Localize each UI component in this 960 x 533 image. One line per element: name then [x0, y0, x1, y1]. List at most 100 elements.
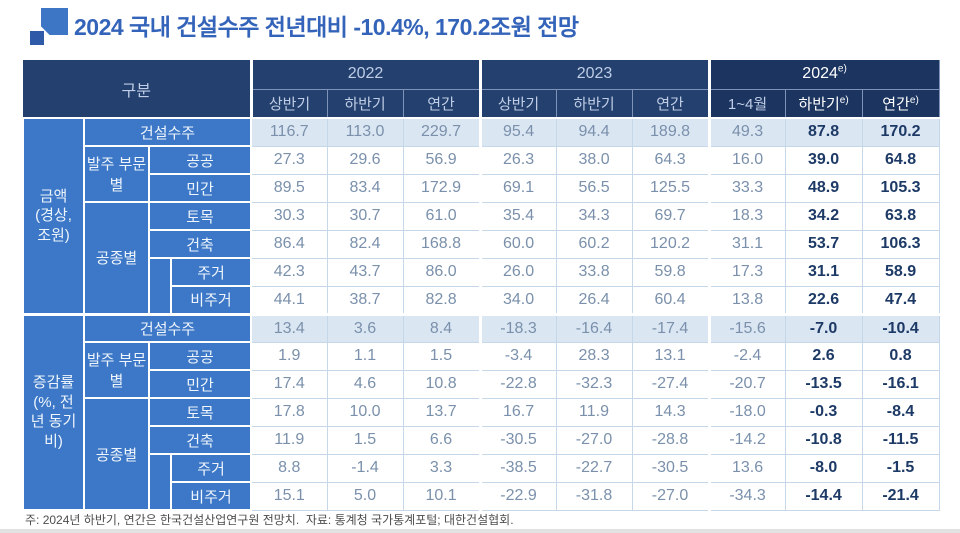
table-row: 증감률 (%, 전년 동기비) 건설수주 13.4 3.6 8.4 -18.3 -16.4-… — [22, 312, 940, 511]
value-cell: -13.5 — [784, 369, 863, 399]
value-cell: 29.6 — [326, 145, 404, 175]
value-cell: 60.0 — [478, 229, 557, 259]
col-header: 상반기 — [250, 88, 328, 119]
table-row: 주거 8.8 -1.4 3.3 -38.5 -22.7 -30.5 13.6 -8.0 -1.5 — [23, 453, 940, 511]
col-header: 하반기 — [326, 88, 404, 119]
value-cell: -27.0 — [555, 425, 633, 455]
table-row: 발주 부문별 공공 1.9 1.1 1.5 -3.4 28.3 13.1 -2.4 2.6 0.8 — [23, 341, 940, 399]
value-cell: 8.4 — [402, 312, 481, 343]
value-cell: 1.1 — [326, 341, 404, 371]
table-row: 금액 (경상, 조원) 건설수주 116.7 113.0 229.7 95.4 94.4 18… — [22, 117, 940, 315]
value-cell: 113.0 — [326, 117, 404, 147]
value-cell: -14.4 — [784, 481, 863, 511]
value-cell: -2.4 — [707, 341, 786, 371]
value-cell: -3.4 — [478, 341, 557, 371]
logo-small-shape — [30, 31, 44, 45]
value-cell: -17.4 — [631, 312, 710, 343]
value-cell: 61.0 — [402, 201, 481, 231]
value-cell: 11.9 — [250, 425, 328, 455]
subgroup-label: 발주 부문별 — [83, 145, 150, 203]
value-cell: 38.7 — [326, 285, 404, 315]
value-cell: -16.4 — [555, 312, 633, 343]
value-cell: 63.8 — [861, 201, 940, 231]
value-cell: -0.3 — [784, 397, 863, 427]
footnote: 주: 2024년 하반기, 연간은 한국건설산업연구원 전망치. 자료: 통계청… — [25, 513, 514, 527]
value-cell: -38.5 — [478, 453, 557, 483]
value-cell: 4.6 — [326, 369, 404, 399]
section-label: 금액 (경상, 조원) — [22, 117, 85, 315]
value-cell: 31.1 — [784, 257, 863, 287]
category-label: 주거 — [169, 257, 253, 287]
value-cell: 94.4 — [555, 117, 633, 147]
value-cell: -22.7 — [555, 453, 633, 483]
value-cell: 120.2 — [631, 229, 710, 259]
table-row: 공종별 토목 30.3 30.7 61.0 35.4 34.3 69.7 18.3 34.2 63.… — [23, 201, 940, 315]
value-cell: 35.4 — [478, 201, 557, 231]
year-2022-header: 2022 — [250, 60, 481, 90]
value-cell: -11.5 — [861, 425, 940, 455]
value-cell: 44.1 — [250, 285, 328, 315]
value-cell: -15.6 — [707, 312, 786, 343]
value-cell: 59.8 — [631, 257, 710, 287]
value-cell: -16.1 — [861, 369, 940, 399]
table-body: 금액 (경상, 조원) 건설수주 116.7 113.0 229.7 95.4 94.4 18… — [22, 117, 940, 511]
period-header-row: 상반기 하반기 연간 상반기 하반기 연간 1~4월 하반기e) 연간e) — [23, 88, 940, 119]
value-cell: 10.8 — [402, 369, 481, 399]
value-cell: 170.2 — [861, 117, 940, 147]
value-cell: 60.2 — [555, 229, 633, 259]
indent-spacer — [148, 453, 172, 511]
value-cell: 34.0 — [478, 285, 557, 315]
table-row: 공종별 토목 17.8 10.0 13.7 16.7 11.9 14.3 -18.0 -0.3 -8… — [23, 397, 940, 511]
value-cell: 60.4 — [631, 285, 710, 315]
year-2023-header: 2023 — [478, 60, 710, 90]
value-cell: -14.2 — [707, 425, 786, 455]
construction-orders-table: 구분 2022 2023 2024e) 상반기 하반기 연간 상반기 하반기 연… — [22, 60, 940, 511]
year-2024-header: 2024e) — [707, 60, 940, 90]
value-cell: -8.0 — [784, 453, 863, 483]
value-cell: 64.8 — [861, 145, 940, 175]
value-cell: 125.5 — [631, 173, 710, 203]
value-cell: 105.3 — [861, 173, 940, 203]
category-label: 건축 — [147, 425, 253, 455]
value-cell: 33.3 — [707, 173, 786, 203]
publisher-logo-icon — [30, 8, 68, 45]
category-label: 건설수주 — [82, 117, 253, 147]
value-cell: -21.4 — [861, 481, 940, 511]
value-cell: 3.3 — [402, 453, 481, 483]
value-cell: 5.0 — [326, 481, 404, 511]
category-label: 건축 — [147, 229, 253, 259]
category-label: 토목 — [147, 397, 253, 427]
value-cell: 1.5 — [402, 341, 481, 371]
value-cell: 28.3 — [555, 341, 633, 371]
value-cell: 33.8 — [555, 257, 633, 287]
value-cell: -1.4 — [326, 453, 404, 483]
value-cell: 172.9 — [402, 173, 481, 203]
value-cell: 34.3 — [555, 201, 633, 231]
value-cell: -22.8 — [478, 369, 557, 399]
category-label: 민간 — [147, 369, 253, 399]
value-cell: 95.4 — [478, 117, 557, 147]
value-cell: -8.4 — [861, 397, 940, 427]
table-row: 주거 42.3 43.7 86.0 26.0 33.8 59.8 17.3 31.1 58.9 — [23, 257, 940, 315]
value-cell: 26.0 — [478, 257, 557, 287]
value-cell: 1.5 — [326, 425, 404, 455]
value-cell: -27.0 — [631, 481, 710, 511]
value-cell: 49.3 — [707, 117, 786, 147]
table-row: 건축 11.9 1.5 6.6 -30.5 -27.0 -28.8 -14.2 -10.8 -11… — [23, 425, 940, 455]
value-cell: 43.7 — [326, 257, 404, 287]
value-cell: 26.3 — [478, 145, 557, 175]
value-cell: -31.8 — [555, 481, 633, 511]
value-cell: -7.0 — [784, 312, 863, 343]
value-cell: 116.7 — [250, 117, 328, 147]
value-cell: 83.4 — [326, 173, 404, 203]
subgroup-label: 발주 부문별 — [83, 341, 150, 399]
value-cell: 1.9 — [250, 341, 328, 371]
table-row: 건축 86.4 82.4 168.8 60.0 60.2 120.2 31.1 53.7 106.… — [23, 229, 940, 259]
table-row: 비주거 15.1 5.0 10.1 -22.9 -31.8 -27.0 -34.3 -14.4-… — [23, 481, 940, 511]
value-cell: 10.0 — [326, 397, 404, 427]
value-cell: 229.7 — [402, 117, 481, 147]
value-cell: 10.1 — [402, 481, 481, 511]
value-cell: 42.3 — [250, 257, 328, 287]
value-cell: 13.4 — [250, 312, 328, 343]
value-cell: 86.4 — [250, 229, 328, 259]
